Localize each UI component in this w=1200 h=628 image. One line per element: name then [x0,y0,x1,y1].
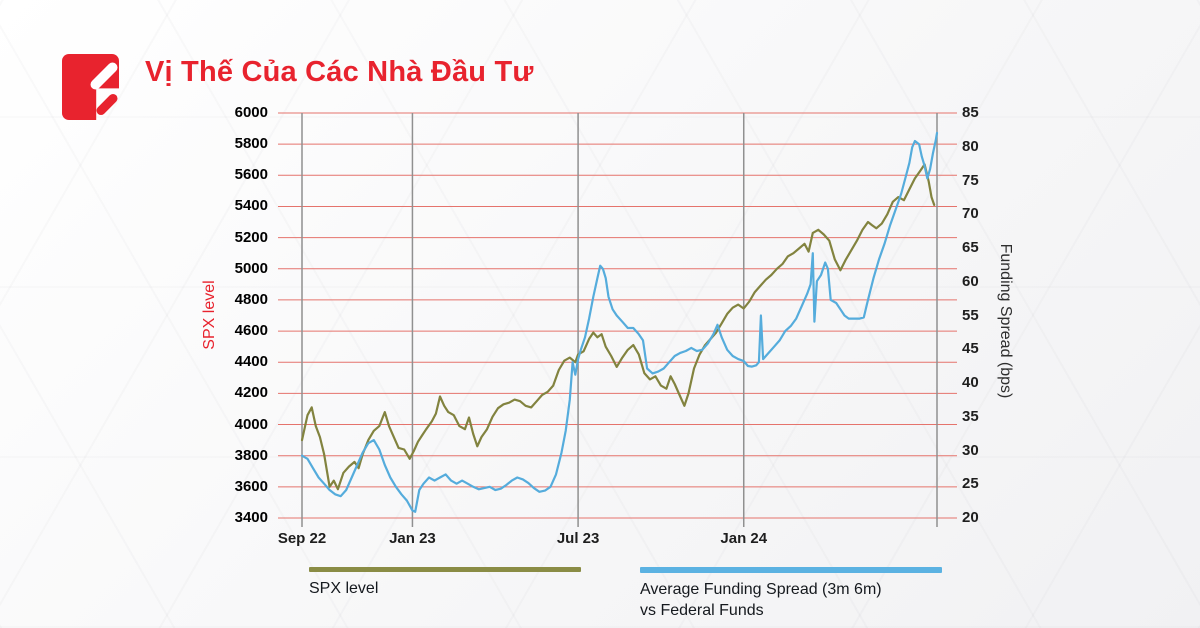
legend-item-spx: SPX level [309,567,581,599]
left-axis-tick-label: 4000 [234,415,268,433]
legend-label-funding-spread-line2: vs Federal Funds [640,602,764,619]
legend-swatch-funding-spread [640,567,942,573]
right-axis-tick-label: 85 [962,104,979,121]
left-axis-tick-label: 3800 [234,446,268,464]
spx-line-series [300,163,936,491]
left-axis-tick-label: 5200 [234,228,268,246]
left-axis-tick-label: 4800 [234,290,268,308]
x-axis-tick-label: Sep 22 [277,530,327,547]
brand-logo [62,54,120,120]
right-axis-tick-label: 25 [962,475,979,493]
x-axis-tick-label: Jan 24 [720,530,768,547]
left-axis-tick-label: 5000 [234,259,268,277]
x-axis-tick-label: Jan 23 [389,530,436,547]
right-axis-tick-label: 35 [962,407,979,425]
right-axis-tick-label: 40 [962,374,979,391]
left-axis-tick-label: 3400 [234,509,268,526]
x-axis-tick-label: Jul 23 [556,530,600,547]
left-axis-tick-label: 5600 [234,166,268,184]
right-axis-tick-label: 30 [962,441,979,459]
left-axis-title: SPX level [201,280,218,350]
funding-spread-line-series [300,131,939,513]
left-axis-tick-label: 5400 [234,197,268,215]
right-axis-tick-label: 80 [962,137,979,155]
left-axis-tick-label: 4200 [234,384,268,402]
left-axis-tick-label: 5800 [234,135,268,153]
left-axis-tick-label: 4400 [234,353,268,371]
legend-label-funding-spread-line1: Average Funding Spread (3m 6m) [640,581,882,598]
legend-swatch-spx [309,567,581,572]
left-axis-tick-label: 6000 [234,104,268,121]
right-axis-tick-label: 20 [962,509,979,526]
legend-item-funding-spread: Average Funding Spread (3m 6m) vs Federa… [640,567,942,621]
right-axis-tick-label: 55 [962,306,979,324]
page-title: Vị Thế Của Các Nhà Đầu Tư [145,56,534,88]
right-axis-tick-label: 75 [962,171,979,189]
left-axis-tick-label: 4600 [234,322,268,340]
right-axis-tick-label: 65 [962,239,979,256]
right-axis-tick-label: 45 [962,340,979,358]
legend-label-spx: SPX level [309,580,379,597]
right-axis-title: Funding Spread (bps) [997,243,1014,399]
right-axis-tick-label: 70 [962,205,979,223]
right-axis-tick-label: 60 [962,272,979,290]
left-axis-tick-label: 3600 [234,477,268,495]
